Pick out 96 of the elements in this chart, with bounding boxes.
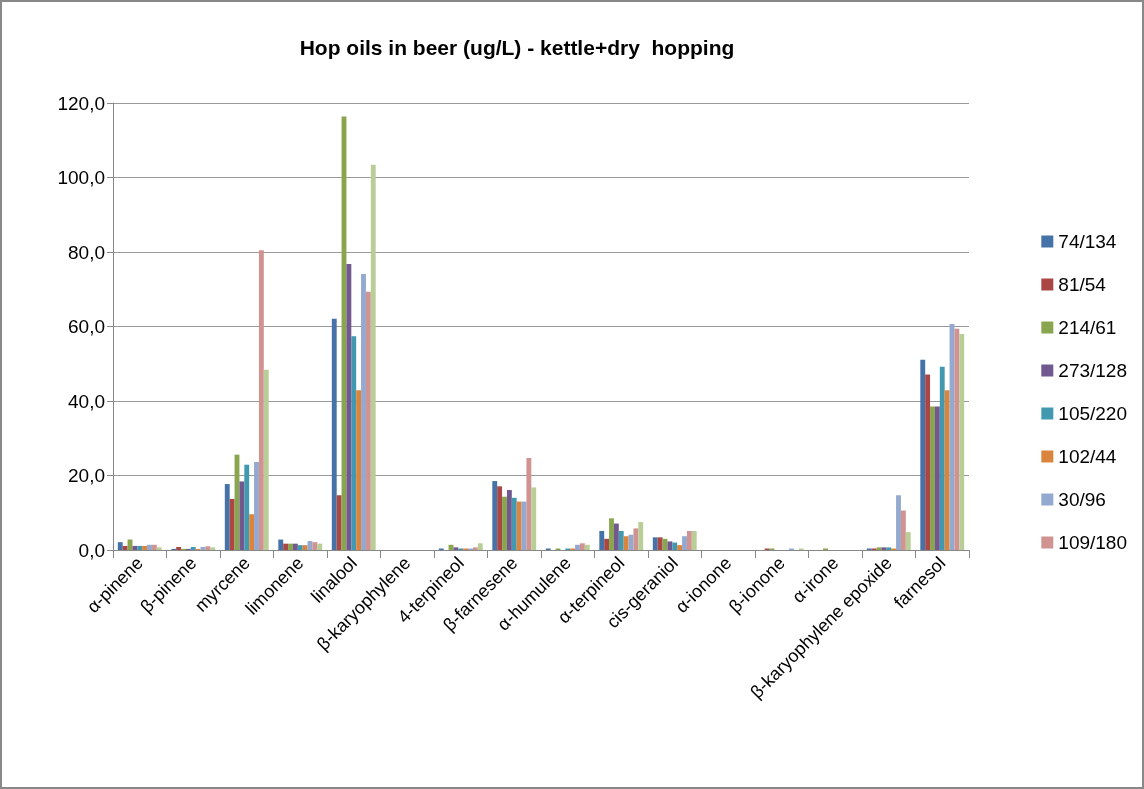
bar xyxy=(229,498,235,550)
bar xyxy=(205,546,211,550)
bar xyxy=(959,333,965,550)
y-tick-label: 80,0 xyxy=(68,241,105,263)
bar xyxy=(288,543,293,550)
bar xyxy=(905,532,911,550)
bar xyxy=(122,545,128,550)
bar xyxy=(292,543,298,550)
bar xyxy=(249,514,255,550)
bar xyxy=(142,545,148,550)
bar xyxy=(900,510,906,550)
legend-label: 81/54 xyxy=(1058,274,1107,295)
bar xyxy=(579,543,585,550)
bar xyxy=(356,390,362,550)
bar xyxy=(254,462,259,550)
bar xyxy=(584,544,590,550)
y-tick-label: 120,0 xyxy=(57,92,105,114)
bar xyxy=(302,545,308,550)
bar xyxy=(930,406,935,550)
bar xyxy=(657,537,663,550)
legend-label: 214/61 xyxy=(1058,317,1117,338)
bar xyxy=(351,336,357,550)
bar xyxy=(575,544,580,550)
chart-title: Hop oils in beer (ug/L) - kettle+dry hopping xyxy=(299,36,735,59)
bar xyxy=(151,544,157,550)
bar xyxy=(346,263,352,550)
bar xyxy=(472,547,478,550)
bar xyxy=(244,464,250,550)
bar xyxy=(633,528,639,550)
bar xyxy=(365,291,371,550)
bar xyxy=(258,250,264,550)
bar xyxy=(361,273,366,550)
bar xyxy=(147,544,152,550)
y-tick-label: 40,0 xyxy=(68,390,105,412)
bar xyxy=(224,484,230,550)
bar xyxy=(492,481,498,550)
bar xyxy=(297,545,303,550)
bar xyxy=(604,538,610,550)
bar xyxy=(691,531,697,550)
bar xyxy=(312,542,318,550)
bar xyxy=(609,518,614,550)
legend-label: 30/96 xyxy=(1058,489,1106,510)
bar xyxy=(331,318,337,550)
bar xyxy=(896,495,901,550)
bar xyxy=(677,545,683,550)
bar xyxy=(944,390,950,550)
bar xyxy=(934,406,940,550)
bar xyxy=(516,501,522,550)
bar xyxy=(939,366,945,550)
bar xyxy=(954,328,960,550)
bar xyxy=(511,497,517,550)
bar xyxy=(497,486,503,550)
bar xyxy=(453,547,459,550)
bar xyxy=(506,490,512,550)
bar xyxy=(117,542,123,550)
bar xyxy=(190,547,196,550)
bar xyxy=(156,547,162,550)
bar xyxy=(599,531,605,550)
bar xyxy=(239,481,245,550)
legend-label: 74/134 xyxy=(1058,231,1117,252)
bar xyxy=(370,164,376,550)
legend-label: 105/220 xyxy=(1058,403,1128,424)
y-tick-label: 60,0 xyxy=(68,316,105,337)
bar xyxy=(132,545,138,550)
bar xyxy=(886,547,892,550)
bar xyxy=(283,543,289,550)
bar xyxy=(263,369,269,550)
bar xyxy=(686,531,692,550)
bar xyxy=(531,487,537,550)
bar xyxy=(210,547,216,550)
bar xyxy=(336,495,342,550)
bar xyxy=(876,547,882,550)
bar xyxy=(881,547,887,550)
y-tick-label: 0,0 xyxy=(78,539,105,561)
bar xyxy=(613,523,619,550)
bar xyxy=(920,359,926,550)
bar xyxy=(672,542,678,550)
bar xyxy=(618,531,624,550)
bar xyxy=(526,457,532,550)
y-tick-label: 20,0 xyxy=(68,465,105,486)
bar xyxy=(925,374,931,550)
bar xyxy=(176,547,182,550)
bar xyxy=(278,539,284,550)
bar xyxy=(317,543,323,550)
bar xyxy=(682,536,687,550)
bar xyxy=(477,543,483,550)
bar xyxy=(137,545,143,550)
bar xyxy=(623,536,629,550)
legend-label: 273/128 xyxy=(1058,360,1128,381)
legend-label: 109/180 xyxy=(1058,532,1128,553)
y-tick-label: 100,0 xyxy=(57,167,105,188)
bar xyxy=(502,496,507,550)
bar xyxy=(652,537,658,550)
bar xyxy=(638,522,644,550)
legend-label: 102/44 xyxy=(1058,446,1117,467)
bar xyxy=(667,541,673,550)
